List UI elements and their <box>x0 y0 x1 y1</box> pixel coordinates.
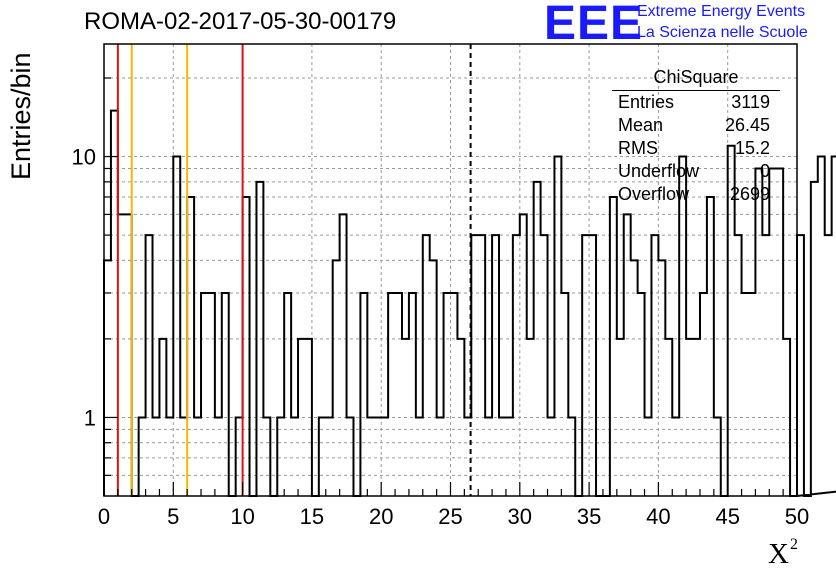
chart-title: ROMA-02-2017-05-30-00179 <box>84 8 397 35</box>
eee-logo: EEE <box>544 0 644 50</box>
x-tick-label: 25 <box>438 504 462 529</box>
stats-label: Underflow <box>618 161 700 181</box>
x-tick-label: 20 <box>369 504 393 529</box>
x-tick-label: 50 <box>785 504 809 529</box>
x-tick-label: 30 <box>508 504 532 529</box>
stats-row-overflow: Overflow 2699 <box>612 183 780 206</box>
stats-row-mean: Mean 26.45 <box>612 114 780 137</box>
x-tick-label: 15 <box>300 504 324 529</box>
x-tick-label: 5 <box>167 504 179 529</box>
y-axis-label: Entries/bin <box>6 52 36 180</box>
x-tick-label: 35 <box>577 504 601 529</box>
histogram-series <box>103 109 836 497</box>
x-axis-label: X2 <box>768 536 798 570</box>
x-tick-label: 40 <box>646 504 670 529</box>
y-tick-label: 1 <box>84 405 96 430</box>
logo-line-1: Extreme Energy Events <box>637 3 806 20</box>
y-tick-label: 10 <box>72 145 96 170</box>
stats-row-rms: RMS 15.2 <box>612 137 780 160</box>
stats-value: 15.2 <box>734 138 770 158</box>
logo-line-2: La Scienza nelle Scuole <box>637 24 808 41</box>
x-tick-label: 0 <box>98 504 110 529</box>
stats-row-underflow: Underflow 0 <box>612 160 780 183</box>
stats-value: 3119 <box>731 92 770 112</box>
stats-box: ChiSquare Entries 3119 Mean 26.45 RMS 15.2 … <box>612 66 780 206</box>
stats-label: Mean <box>618 115 664 135</box>
stats-header: ChiSquare <box>612 66 780 91</box>
stats-label: RMS <box>618 138 658 158</box>
stats-value: 2699 <box>729 184 770 204</box>
stats-label: Entries <box>618 92 675 112</box>
stats-row-entries: Entries 3119 <box>612 91 780 114</box>
x-tick-label: 45 <box>715 504 739 529</box>
stats-value: 26.45 <box>724 115 770 135</box>
x-tick-label: 10 <box>230 504 254 529</box>
stats-label: Overflow <box>618 184 690 204</box>
stats-value: 0 <box>759 161 770 181</box>
